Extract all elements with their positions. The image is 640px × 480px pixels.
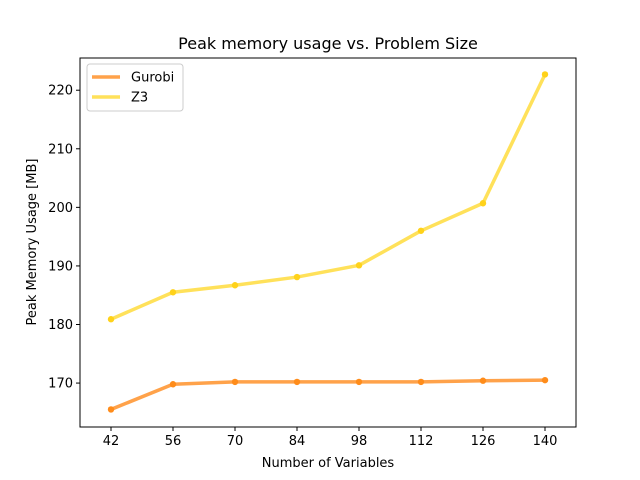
x-tick-label: 56 (165, 434, 182, 449)
y-axis-label: Peak Memory Usage [MB] (25, 159, 40, 326)
chart-title: Peak memory usage vs. Problem Size (178, 34, 478, 53)
x-axis-label: Number of Variables (262, 456, 395, 471)
data-point-gurobi (355, 378, 363, 386)
y-tick-label: 200 (48, 201, 73, 216)
x-tick-label: 42 (103, 434, 120, 449)
data-point-gurobi (293, 378, 301, 386)
data-point-z3 (355, 262, 363, 269)
y-tick-label: 210 (48, 142, 73, 157)
data-point-gurobi (231, 378, 239, 386)
x-tick-label: 112 (409, 434, 434, 449)
data-point-gurobi (541, 376, 549, 384)
x-tick-label: 140 (533, 434, 558, 449)
y-axis-ticks: 170 180 190 200 210 220 (48, 84, 80, 392)
data-point-gurobi (169, 381, 177, 388)
data-point-gurobi (479, 377, 487, 384)
series-line-z3 (108, 72, 548, 322)
data-point-z3 (107, 316, 115, 323)
data-point-gurobi (107, 406, 115, 413)
data-point-gurobi (417, 378, 425, 386)
legend-label-z3: Z3 (131, 91, 148, 106)
x-tick-label: 98 (351, 434, 368, 449)
y-tick-label: 180 (48, 318, 73, 333)
legend-label-gurobi: Gurobi (131, 71, 174, 86)
y-tick-label: 190 (48, 259, 73, 274)
plot-frame (79, 57, 577, 428)
y-tick-label: 170 (48, 377, 73, 392)
x-tick-label: 70 (227, 434, 244, 449)
x-tick-label: 126 (471, 434, 496, 449)
data-point-z3 (231, 282, 239, 289)
legend: Gurobi Z3 (86, 63, 184, 112)
data-point-z3 (293, 273, 301, 281)
series-layer (107, 71, 549, 413)
data-point-z3 (479, 200, 487, 207)
y-tick-label: 220 (48, 84, 73, 99)
data-point-z3 (417, 227, 425, 234)
x-axis-ticks: 42 56 70 84 98 112 126 140 (103, 427, 558, 449)
data-point-z3 (169, 289, 177, 296)
x-tick-label: 84 (289, 434, 306, 449)
data-point-z3 (541, 71, 549, 78)
series-line-gurobi (108, 378, 547, 412)
